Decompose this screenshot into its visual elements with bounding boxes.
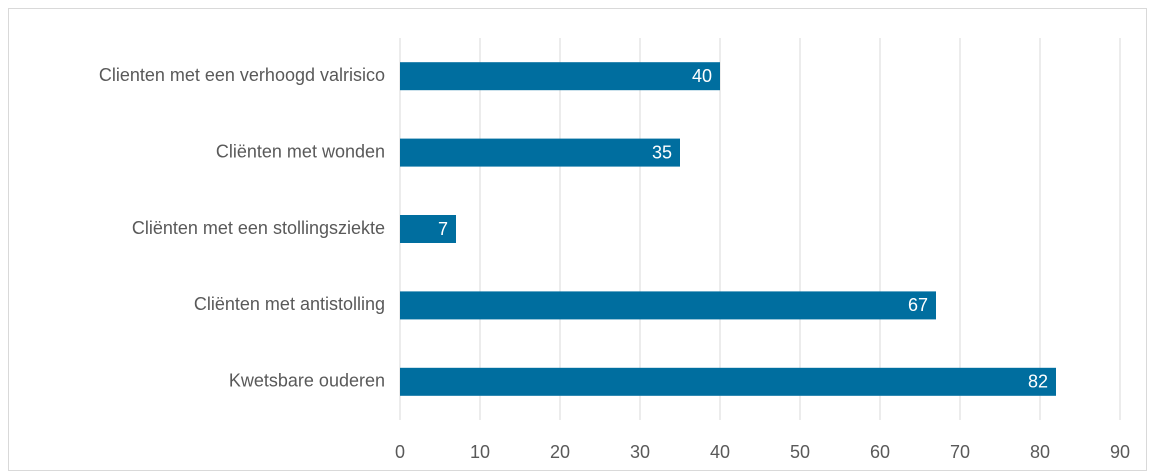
data-label: 35 (652, 142, 672, 162)
data-label: 82 (1028, 372, 1048, 392)
y-tick-label: Kwetsbare ouderen (229, 371, 385, 391)
x-tick-label: 10 (470, 442, 490, 462)
x-tick-label: 90 (1110, 442, 1130, 462)
data-label: 7 (438, 219, 448, 239)
bar (400, 367, 1056, 396)
bar (400, 215, 456, 243)
x-tick-label: 60 (870, 442, 890, 462)
y-tick-label: Clienten met een verhoogd valrisico (99, 65, 385, 85)
x-tick-label: 40 (710, 442, 730, 462)
y-tick-label: Cliënten met een stollingsziekte (132, 218, 385, 238)
x-tick-label: 20 (550, 442, 570, 462)
x-tick-label: 80 (1030, 442, 1050, 462)
data-label: 40 (692, 66, 712, 86)
data-label: 67 (908, 295, 928, 315)
y-tick-label: Cliënten met antistolling (194, 294, 385, 314)
bar (400, 62, 720, 91)
x-tick-label: 70 (950, 442, 970, 462)
x-tick-label: 30 (630, 442, 650, 462)
bar (400, 291, 936, 320)
bar (400, 138, 680, 167)
chart-border (8, 8, 1147, 471)
x-tick-label: 0 (395, 442, 405, 462)
x-tick-label: 50 (790, 442, 810, 462)
y-tick-label: Cliënten met wonden (216, 141, 385, 161)
